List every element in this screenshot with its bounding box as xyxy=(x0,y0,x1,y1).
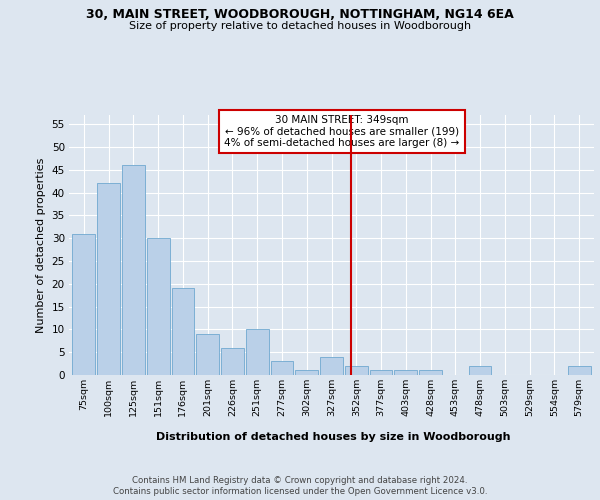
Bar xyxy=(320,357,343,375)
Bar xyxy=(568,366,590,375)
Y-axis label: Number of detached properties: Number of detached properties xyxy=(36,158,46,332)
Bar xyxy=(295,370,318,375)
Text: Contains public sector information licensed under the Open Government Licence v3: Contains public sector information licen… xyxy=(113,488,487,496)
Bar xyxy=(370,370,392,375)
Bar xyxy=(469,366,491,375)
Bar xyxy=(73,234,95,375)
Bar xyxy=(97,184,120,375)
Bar xyxy=(345,366,368,375)
Text: Contains HM Land Registry data © Crown copyright and database right 2024.: Contains HM Land Registry data © Crown c… xyxy=(132,476,468,485)
Bar xyxy=(221,348,244,375)
Bar xyxy=(196,334,219,375)
Text: Distribution of detached houses by size in Woodborough: Distribution of detached houses by size … xyxy=(156,432,510,442)
Text: 30, MAIN STREET, WOODBOROUGH, NOTTINGHAM, NG14 6EA: 30, MAIN STREET, WOODBOROUGH, NOTTINGHAM… xyxy=(86,8,514,20)
Text: 30 MAIN STREET: 349sqm
← 96% of detached houses are smaller (199)
4% of semi-det: 30 MAIN STREET: 349sqm ← 96% of detached… xyxy=(224,115,460,148)
Bar xyxy=(419,370,442,375)
Bar xyxy=(246,330,269,375)
Bar xyxy=(122,165,145,375)
Bar xyxy=(147,238,170,375)
Text: Size of property relative to detached houses in Woodborough: Size of property relative to detached ho… xyxy=(129,21,471,31)
Bar xyxy=(394,370,417,375)
Bar xyxy=(271,362,293,375)
Bar xyxy=(172,288,194,375)
